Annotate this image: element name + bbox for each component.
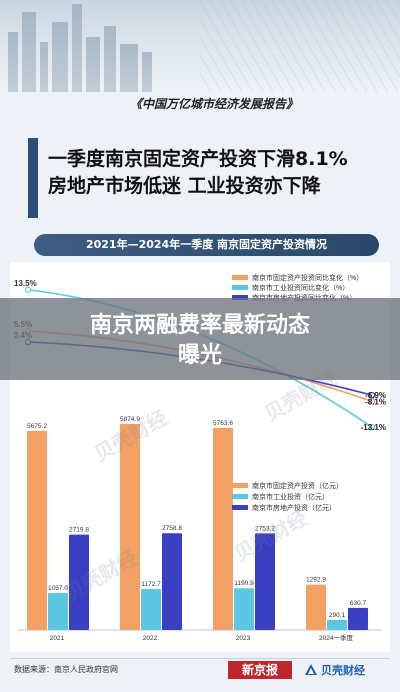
x-tick-label: 2024一季度 <box>319 633 353 642</box>
x-tick-label: 2022 <box>143 635 158 642</box>
overlay-title: 南京两融费率最新动态 曝光 <box>0 311 400 371</box>
trend-point <box>368 398 376 405</box>
hero-skyline-image <box>0 0 400 92</box>
legend-label: 南京市固定资产投资（亿元） <box>252 481 343 490</box>
bar <box>327 619 347 630</box>
investment-chart: 5675.2 1057.0 2719.8 2021 5874.9 1172.7 2758.8… <box>14 273 386 642</box>
headline: 一季度南京固定资产投资下滑8.1% 房地产市场低迷 工业投资亦下降 <box>48 146 388 200</box>
headline-accent-bar <box>28 138 38 218</box>
data-source: 数据来源：南京人民政府官网 <box>14 665 118 674</box>
headline-line-2: 房地产市场低迷 工业投资亦下降 <box>48 175 321 197</box>
trend-start-label: 13.5% <box>14 279 37 288</box>
bar <box>213 427 233 630</box>
bar <box>48 592 68 630</box>
bar <box>120 423 140 630</box>
bar-value-label: 5763.6 <box>213 420 233 427</box>
trend-point <box>368 423 376 431</box>
bar <box>141 588 161 630</box>
trend-end-label: -8.1% <box>365 397 386 406</box>
overlay-title-line-1: 南京两融费率最新动态 <box>89 313 310 338</box>
bar <box>255 533 275 630</box>
bar <box>348 607 368 630</box>
beike-logo-text: 贝壳财经 <box>321 664 365 677</box>
beike-logo: 贝壳财经 <box>304 661 365 679</box>
legend-label: 南京市工业投资（亿元） <box>252 492 329 501</box>
report-title: 《中国万亿城市经济发展报告》 <box>130 97 299 111</box>
x-tick-label: 2021 <box>50 635 65 642</box>
legend-label: 南京市房地产投资同比变化（%） <box>252 293 356 302</box>
bar <box>234 588 254 630</box>
legend-label: 南京市房地产投资（亿元） <box>252 503 336 512</box>
xinjingbao-logo: 新京报 <box>228 661 292 679</box>
shell-icon <box>305 664 317 675</box>
bar <box>162 533 182 630</box>
bar <box>306 584 326 630</box>
bar-value-label: 1292.9 <box>306 577 326 584</box>
bar-value-label: 2758.8 <box>162 525 182 532</box>
legend-label: 南京市固定资产投资同比变化（%） <box>252 273 363 282</box>
bar <box>69 534 89 630</box>
bar-value-label: 1190.9 <box>234 580 254 587</box>
bar <box>27 430 47 630</box>
bar-value-label: 2719.8 <box>69 527 89 534</box>
overlay-title-line-2: 曝光 <box>177 343 222 368</box>
section-title: 2021年—2024年一季度 南京固定资产投资情况 <box>34 234 379 256</box>
bar-value-label: 1057.0 <box>48 585 68 592</box>
bar-value-label: 630.7 <box>350 600 367 607</box>
footer-divider <box>10 658 390 659</box>
legend-swatch <box>232 494 248 499</box>
trend-point <box>24 286 32 293</box>
legend-swatch <box>232 285 248 290</box>
legend-label: 南京市工业投资同比变化（%） <box>252 283 349 292</box>
bar-value-label: 5874.9 <box>120 416 140 423</box>
x-tick-label: 2023 <box>236 635 251 642</box>
legend-swatch <box>232 505 248 510</box>
trend-end-label: -13.1% <box>361 423 386 432</box>
bar-value-label: 5675.2 <box>27 423 47 430</box>
overlay-banner <box>0 298 400 380</box>
bar-value-label: 290.1 <box>329 612 346 619</box>
bar-value-label: 2753.2 <box>255 525 275 532</box>
legend-swatch <box>232 483 248 488</box>
bar-value-label: 1172.7 <box>141 581 161 588</box>
trend-point <box>368 391 376 399</box>
legend-swatch <box>232 275 248 280</box>
trend-end-label: -6.9% <box>365 391 386 400</box>
legend-swatch <box>232 295 248 300</box>
headline-line-1: 一季度南京固定资产投资下滑8.1% <box>48 148 348 170</box>
